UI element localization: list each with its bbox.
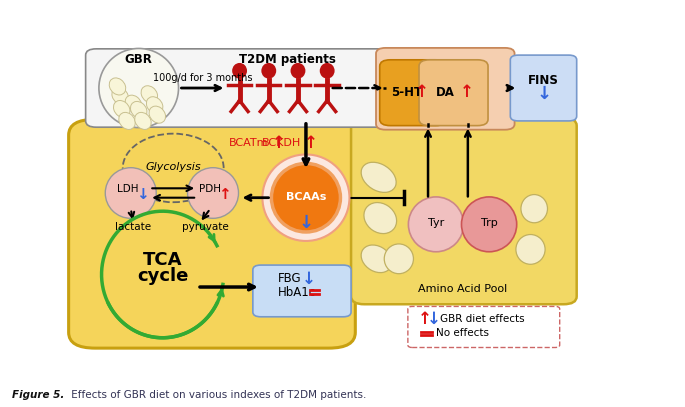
Ellipse shape: [290, 63, 306, 79]
Ellipse shape: [135, 112, 151, 129]
FancyBboxPatch shape: [351, 118, 577, 304]
Text: Amino Acid Pool: Amino Acid Pool: [418, 284, 507, 293]
Text: lactate: lactate: [115, 223, 151, 232]
FancyBboxPatch shape: [419, 60, 488, 126]
Text: GBR: GBR: [125, 53, 153, 66]
Text: Trp: Trp: [481, 219, 497, 228]
Text: ↓: ↓: [536, 85, 551, 103]
Ellipse shape: [361, 245, 392, 273]
Text: Tyr: Tyr: [428, 219, 444, 228]
Text: ↑: ↑: [219, 187, 231, 202]
Ellipse shape: [361, 162, 396, 193]
Ellipse shape: [188, 168, 238, 218]
Ellipse shape: [125, 95, 142, 112]
Text: BCATm: BCATm: [229, 138, 269, 148]
Text: PDH: PDH: [199, 184, 221, 194]
Text: ↓: ↓: [302, 270, 316, 288]
FancyBboxPatch shape: [253, 265, 351, 317]
Ellipse shape: [262, 63, 276, 79]
Text: ↑: ↑: [415, 83, 429, 101]
FancyBboxPatch shape: [68, 119, 356, 348]
Ellipse shape: [105, 168, 156, 218]
Text: Effects of GBR diet on various indexes of T2DM patients.: Effects of GBR diet on various indexes o…: [68, 389, 367, 400]
Ellipse shape: [147, 97, 163, 114]
Text: Glycolysis: Glycolysis: [145, 162, 201, 172]
Ellipse shape: [516, 234, 545, 264]
Text: 100g/d for 3 months: 100g/d for 3 months: [153, 73, 252, 83]
Text: HbA1c: HbA1c: [278, 286, 316, 299]
Text: ↑: ↑: [417, 310, 432, 328]
Text: DA: DA: [436, 85, 455, 98]
Text: TCA: TCA: [143, 252, 182, 269]
Ellipse shape: [112, 88, 128, 104]
Text: 5-HT: 5-HT: [390, 85, 422, 98]
Ellipse shape: [408, 197, 464, 252]
Text: ↑: ↑: [303, 134, 317, 152]
Ellipse shape: [99, 48, 179, 127]
Ellipse shape: [130, 101, 147, 118]
Ellipse shape: [109, 78, 126, 95]
Text: No effects: No effects: [436, 328, 489, 338]
Ellipse shape: [364, 203, 397, 234]
Text: FBG: FBG: [278, 272, 302, 285]
Text: ↓: ↓: [299, 214, 314, 232]
Ellipse shape: [141, 86, 158, 103]
Text: BCAAs: BCAAs: [286, 192, 326, 202]
Ellipse shape: [149, 106, 166, 123]
Ellipse shape: [521, 195, 547, 223]
Text: FINS: FINS: [528, 74, 559, 87]
Text: Figure 5.: Figure 5.: [12, 389, 64, 400]
Ellipse shape: [232, 63, 247, 79]
Text: T2DM patients: T2DM patients: [239, 53, 336, 66]
Text: BCKDH: BCKDH: [262, 138, 301, 148]
Ellipse shape: [262, 154, 349, 241]
Text: LDH: LDH: [117, 184, 139, 194]
Text: cycle: cycle: [137, 267, 188, 285]
Text: GBR diet effects: GBR diet effects: [440, 314, 525, 324]
Text: ↑: ↑: [271, 134, 286, 152]
Text: ↓: ↓: [136, 187, 149, 202]
Ellipse shape: [114, 101, 130, 118]
Text: pyruvate: pyruvate: [182, 223, 228, 232]
Ellipse shape: [462, 197, 516, 252]
FancyBboxPatch shape: [86, 49, 393, 127]
FancyBboxPatch shape: [379, 60, 446, 126]
Ellipse shape: [119, 112, 135, 129]
Ellipse shape: [320, 63, 334, 79]
FancyBboxPatch shape: [376, 48, 514, 130]
Text: ↑: ↑: [460, 83, 474, 101]
Ellipse shape: [384, 244, 414, 274]
FancyBboxPatch shape: [510, 55, 577, 121]
Text: ↓: ↓: [426, 310, 440, 328]
Ellipse shape: [271, 164, 340, 232]
FancyBboxPatch shape: [408, 306, 560, 348]
